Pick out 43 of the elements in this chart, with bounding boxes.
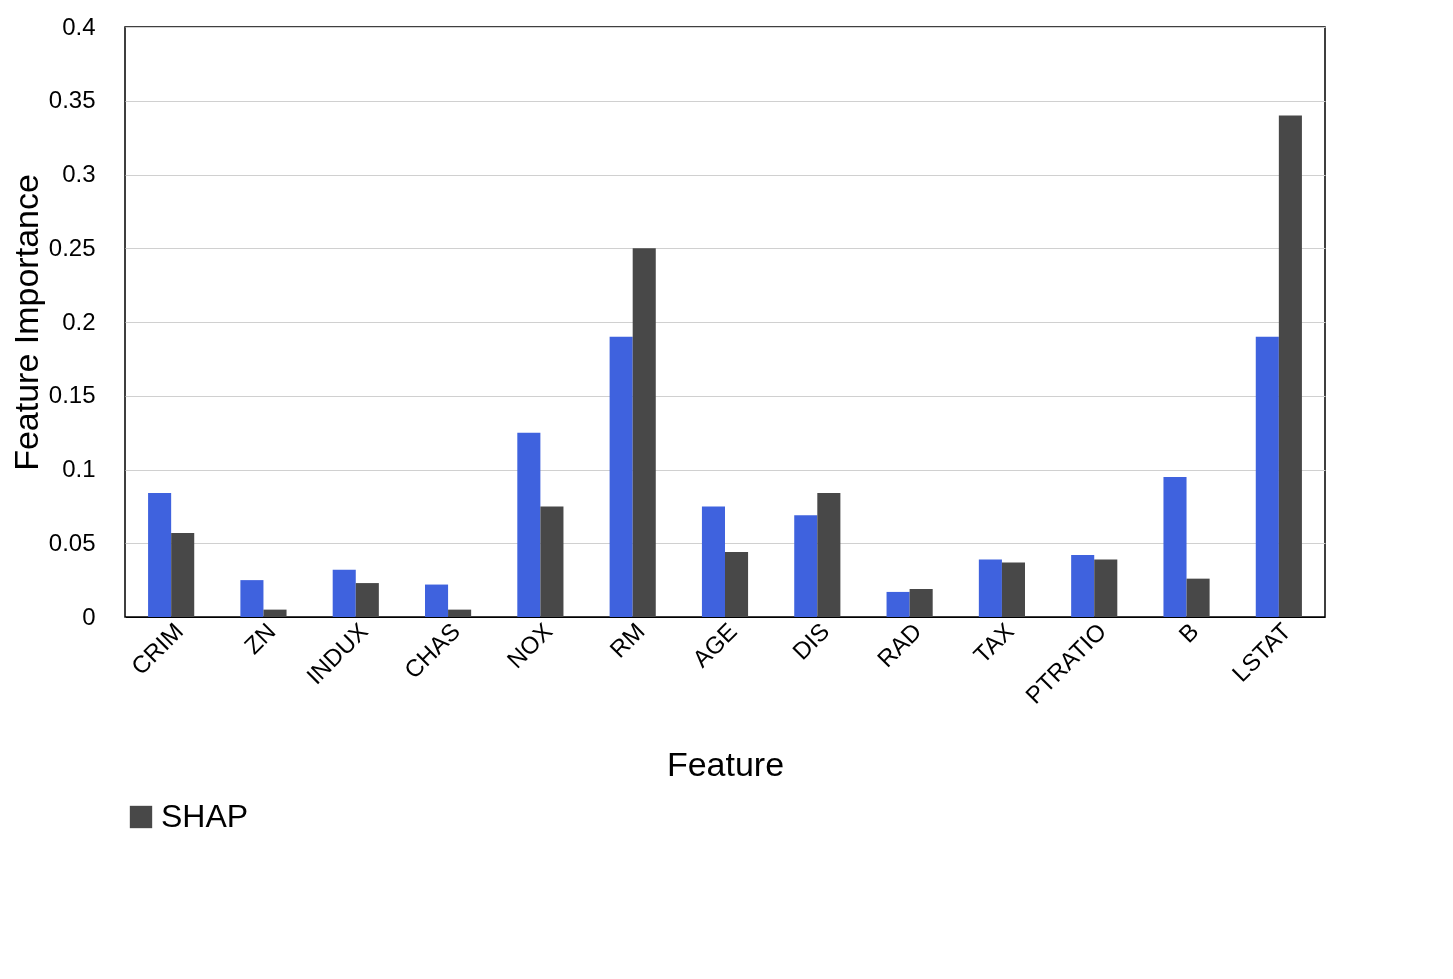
y-tick-label: 0.25 [48, 233, 96, 261]
x-tick-label: DIS [786, 617, 835, 665]
bar [725, 552, 749, 617]
y-tick-label: 0.1 [62, 455, 96, 482]
y-tick-label: 0.2 [62, 307, 96, 335]
x-tick-label: RM [604, 617, 650, 663]
bar [355, 583, 379, 617]
bar [263, 609, 287, 617]
bar [148, 493, 172, 617]
bar [425, 584, 449, 617]
bar [909, 588, 933, 617]
x-tick-label: TAX [968, 617, 1019, 669]
bar [540, 506, 564, 617]
y-axis-title: Feature Importance [6, 174, 45, 471]
y-tick-label: 0.4 [62, 12, 96, 40]
bar [632, 248, 656, 617]
bar [240, 580, 264, 617]
bar [1163, 476, 1187, 617]
bar [886, 591, 910, 617]
bar [171, 532, 195, 617]
legend-label: SHAP [161, 798, 249, 834]
y-tick-label: 0.35 [48, 86, 96, 114]
bar [332, 569, 356, 617]
y-tick-label: 0 [82, 602, 96, 630]
bar [1186, 578, 1210, 617]
bar [1278, 115, 1302, 617]
bar [701, 506, 725, 617]
x-tick-label: ZN [238, 617, 281, 660]
bar [448, 609, 472, 617]
y-tick-label: 0.3 [62, 160, 96, 187]
bar [1071, 555, 1095, 617]
bar [1094, 559, 1118, 617]
bar [1255, 336, 1279, 617]
y-tick-label: 0.15 [48, 381, 96, 409]
x-axis-title: Feature [666, 744, 785, 783]
x-tick-label: B [1173, 617, 1204, 648]
bar [817, 493, 841, 617]
bar [978, 559, 1002, 617]
bar [517, 432, 541, 617]
bar [794, 515, 818, 617]
bar [1001, 562, 1025, 617]
y-tick-label: 0.05 [48, 528, 96, 556]
bar [609, 336, 633, 617]
